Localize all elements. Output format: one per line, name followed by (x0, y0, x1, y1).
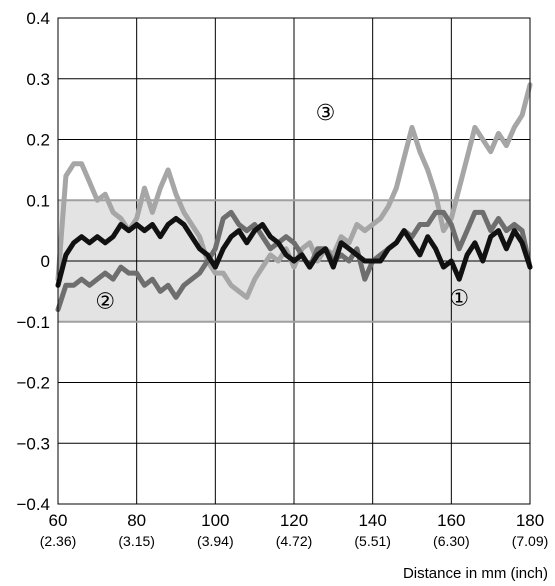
series-marker-2: ② (95, 289, 115, 314)
x-tick-sublabel: (6.30) (433, 533, 470, 549)
x-tick-label: 80 (127, 511, 146, 530)
plot-frame (57, 17, 531, 505)
x-tick-sublabel: (7.09) (512, 533, 549, 549)
x-tick-sublabel: (4.72) (276, 533, 313, 549)
x-tick-label: 120 (280, 511, 308, 530)
x-axis-title: Distance in mm (inch) (403, 565, 548, 582)
y-tick-label: 0.1 (26, 191, 50, 210)
x-tick-sublabel: (2.36) (40, 533, 77, 549)
y-tick-labels: 0.4 0.3 0.2 0.1 0 −0.1 −0.2 −0.3 −0.4 (16, 9, 50, 514)
y-tick-label: 0.2 (26, 131, 50, 150)
series-line-1 (55, 216, 533, 288)
x-tick-label: 60 (49, 511, 68, 530)
y-tick-label: 0.4 (26, 9, 50, 28)
x-tick-sublabel: (3.94) (197, 533, 234, 549)
x-tick-label: 180 (516, 511, 544, 530)
y-tick-label: 0.3 (26, 70, 50, 89)
x-tick-sublabel: (5.51) (354, 533, 391, 549)
x-tick-label: 140 (358, 511, 386, 530)
y-tick-label: −0.2 (16, 374, 50, 393)
x-tick-labels: 60 (2.36) 80 (3.15) 100 (3.94) 120 (4.72) 140 (5.… (40, 511, 549, 549)
y-tick-label: −0.1 (16, 313, 50, 332)
x-tick-label: 100 (201, 511, 229, 530)
series-markers: ① ② ③ (95, 101, 469, 314)
y-tick-label: 0 (41, 252, 50, 271)
y-tick-label: −0.3 (16, 434, 50, 453)
series-line-2 (55, 209, 533, 313)
series-line-3 (55, 82, 533, 300)
x-tick-sublabel: (3.15) (118, 533, 155, 549)
series-layer (55, 82, 533, 313)
series-marker-1: ① (449, 286, 469, 311)
x-tick-label: 160 (437, 511, 465, 530)
y-tick-label: −0.4 (16, 495, 50, 514)
series-marker-3: ③ (316, 101, 336, 126)
grid-lines (58, 18, 530, 504)
